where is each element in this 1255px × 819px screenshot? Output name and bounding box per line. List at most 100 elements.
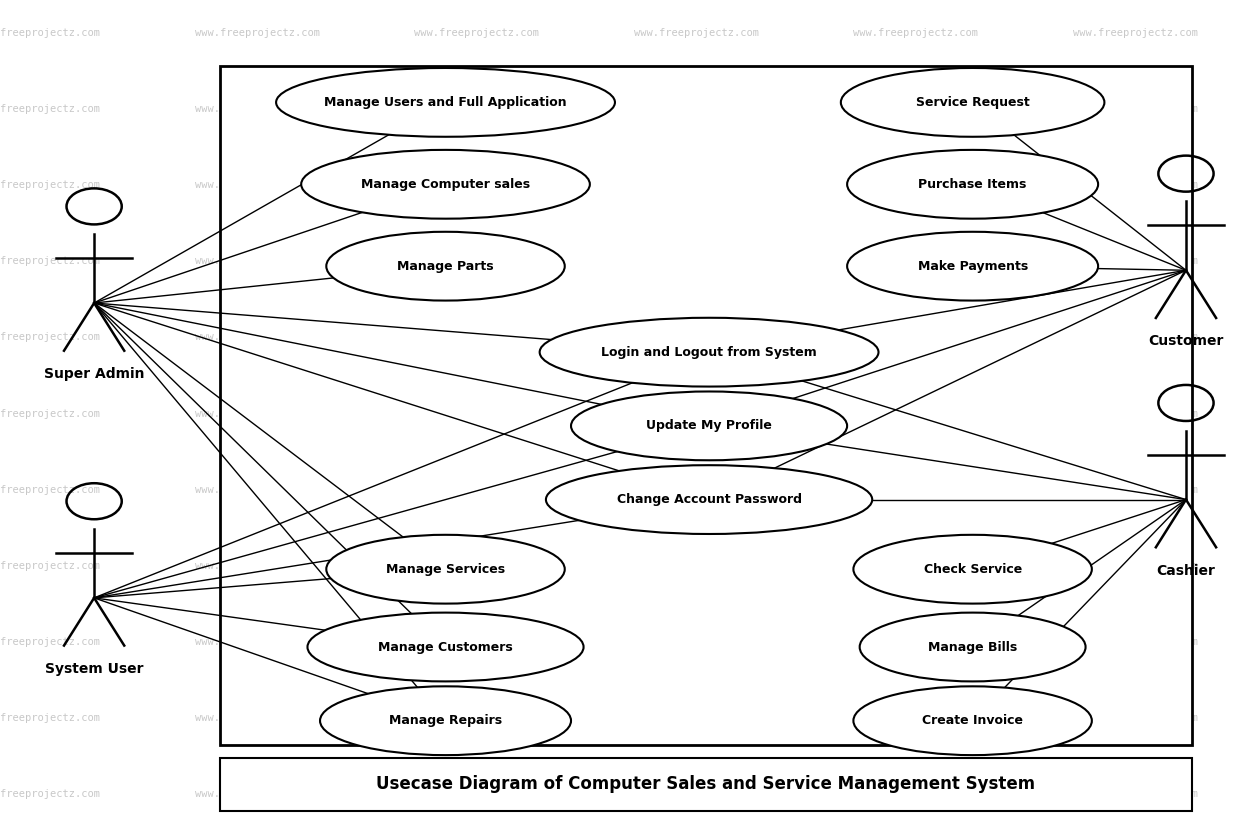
Text: Service Request: Service Request xyxy=(916,96,1029,109)
Text: www.freeprojectz.com: www.freeprojectz.com xyxy=(414,333,540,342)
Text: www.freeprojectz.com: www.freeprojectz.com xyxy=(853,180,979,190)
Text: www.freeprojectz.com: www.freeprojectz.com xyxy=(634,28,759,38)
Ellipse shape xyxy=(301,150,590,219)
Text: www.freeprojectz.com: www.freeprojectz.com xyxy=(195,790,320,799)
Ellipse shape xyxy=(571,391,847,460)
Text: www.freeprojectz.com: www.freeprojectz.com xyxy=(0,713,100,723)
Text: www.freeprojectz.com: www.freeprojectz.com xyxy=(853,28,979,38)
Ellipse shape xyxy=(307,613,584,681)
Text: www.freeprojectz.com: www.freeprojectz.com xyxy=(853,790,979,799)
Text: www.freeprojectz.com: www.freeprojectz.com xyxy=(634,409,759,419)
Text: www.freeprojectz.com: www.freeprojectz.com xyxy=(1073,637,1199,647)
Text: www.freeprojectz.com: www.freeprojectz.com xyxy=(0,333,100,342)
Text: www.freeprojectz.com: www.freeprojectz.com xyxy=(634,790,759,799)
Text: www.freeprojectz.com: www.freeprojectz.com xyxy=(634,485,759,495)
Text: Customer: Customer xyxy=(1148,334,1224,348)
Text: www.freeprojectz.com: www.freeprojectz.com xyxy=(195,409,320,419)
Text: www.freeprojectz.com: www.freeprojectz.com xyxy=(634,713,759,723)
Text: www.freeprojectz.com: www.freeprojectz.com xyxy=(1073,561,1199,571)
Text: www.freeprojectz.com: www.freeprojectz.com xyxy=(0,485,100,495)
Text: Login and Logout from System: Login and Logout from System xyxy=(601,346,817,359)
Text: www.freeprojectz.com: www.freeprojectz.com xyxy=(414,28,540,38)
Text: www.freeprojectz.com: www.freeprojectz.com xyxy=(1073,409,1199,419)
Ellipse shape xyxy=(540,318,878,387)
Ellipse shape xyxy=(276,68,615,137)
Text: www.freeprojectz.com: www.freeprojectz.com xyxy=(195,333,320,342)
Text: Manage Bills: Manage Bills xyxy=(927,640,1018,654)
Text: www.freeprojectz.com: www.freeprojectz.com xyxy=(195,713,320,723)
Ellipse shape xyxy=(853,686,1092,755)
Text: www.freeprojectz.com: www.freeprojectz.com xyxy=(634,256,759,266)
Text: Super Admin: Super Admin xyxy=(44,367,144,381)
Ellipse shape xyxy=(326,232,565,301)
Text: Manage Users and Full Application: Manage Users and Full Application xyxy=(324,96,567,109)
Text: Manage Repairs: Manage Repairs xyxy=(389,714,502,727)
Text: www.freeprojectz.com: www.freeprojectz.com xyxy=(634,180,759,190)
Text: www.freeprojectz.com: www.freeprojectz.com xyxy=(1073,790,1199,799)
Text: www.freeprojectz.com: www.freeprojectz.com xyxy=(195,485,320,495)
Text: www.freeprojectz.com: www.freeprojectz.com xyxy=(853,485,979,495)
Text: www.freeprojectz.com: www.freeprojectz.com xyxy=(1073,713,1199,723)
Text: Create Invoice: Create Invoice xyxy=(922,714,1023,727)
Text: www.freeprojectz.com: www.freeprojectz.com xyxy=(1073,333,1199,342)
Text: www.freeprojectz.com: www.freeprojectz.com xyxy=(634,104,759,114)
Text: www.freeprojectz.com: www.freeprojectz.com xyxy=(0,256,100,266)
Text: www.freeprojectz.com: www.freeprojectz.com xyxy=(414,561,540,571)
Text: Purchase Items: Purchase Items xyxy=(919,178,1027,191)
Text: www.freeprojectz.com: www.freeprojectz.com xyxy=(414,713,540,723)
Text: www.freeprojectz.com: www.freeprojectz.com xyxy=(414,790,540,799)
Text: Check Service: Check Service xyxy=(924,563,1022,576)
Text: Manage Computer sales: Manage Computer sales xyxy=(361,178,530,191)
Text: www.freeprojectz.com: www.freeprojectz.com xyxy=(853,409,979,419)
Text: Manage Customers: Manage Customers xyxy=(378,640,513,654)
Text: Make Payments: Make Payments xyxy=(917,260,1028,273)
Ellipse shape xyxy=(847,150,1098,219)
Text: www.freeprojectz.com: www.freeprojectz.com xyxy=(853,104,979,114)
Ellipse shape xyxy=(841,68,1104,137)
Text: www.freeprojectz.com: www.freeprojectz.com xyxy=(0,104,100,114)
Text: www.freeprojectz.com: www.freeprojectz.com xyxy=(0,409,100,419)
Text: www.freeprojectz.com: www.freeprojectz.com xyxy=(195,561,320,571)
Text: Manage Services: Manage Services xyxy=(387,563,505,576)
Text: www.freeprojectz.com: www.freeprojectz.com xyxy=(1073,485,1199,495)
Text: www.freeprojectz.com: www.freeprojectz.com xyxy=(414,180,540,190)
Ellipse shape xyxy=(853,535,1092,604)
Bar xyxy=(220,758,1192,811)
Text: www.freeprojectz.com: www.freeprojectz.com xyxy=(1073,104,1199,114)
Ellipse shape xyxy=(860,613,1086,681)
Text: www.freeprojectz.com: www.freeprojectz.com xyxy=(853,256,979,266)
Ellipse shape xyxy=(320,686,571,755)
Text: www.freeprojectz.com: www.freeprojectz.com xyxy=(414,104,540,114)
Text: www.freeprojectz.com: www.freeprojectz.com xyxy=(853,333,979,342)
Ellipse shape xyxy=(847,232,1098,301)
Text: www.freeprojectz.com: www.freeprojectz.com xyxy=(1073,180,1199,190)
Text: www.freeprojectz.com: www.freeprojectz.com xyxy=(414,485,540,495)
Text: www.freeprojectz.com: www.freeprojectz.com xyxy=(1073,256,1199,266)
Text: www.freeprojectz.com: www.freeprojectz.com xyxy=(195,180,320,190)
Ellipse shape xyxy=(546,465,872,534)
Text: Manage Parts: Manage Parts xyxy=(398,260,493,273)
Text: Change Account Password: Change Account Password xyxy=(616,493,802,506)
Text: www.freeprojectz.com: www.freeprojectz.com xyxy=(0,561,100,571)
Text: www.freeprojectz.com: www.freeprojectz.com xyxy=(195,104,320,114)
Text: www.freeprojectz.com: www.freeprojectz.com xyxy=(853,713,979,723)
Text: www.freeprojectz.com: www.freeprojectz.com xyxy=(195,28,320,38)
Text: Usecase Diagram of Computer Sales and Service Management System: Usecase Diagram of Computer Sales and Se… xyxy=(376,776,1035,793)
Bar xyxy=(220,66,1192,745)
Ellipse shape xyxy=(326,535,565,604)
Text: www.freeprojectz.com: www.freeprojectz.com xyxy=(414,409,540,419)
Text: www.freeprojectz.com: www.freeprojectz.com xyxy=(0,180,100,190)
Text: www.freeprojectz.com: www.freeprojectz.com xyxy=(0,28,100,38)
Text: www.freeprojectz.com: www.freeprojectz.com xyxy=(414,256,540,266)
Text: www.freeprojectz.com: www.freeprojectz.com xyxy=(634,561,759,571)
Text: www.freeprojectz.com: www.freeprojectz.com xyxy=(853,561,979,571)
Text: Cashier: Cashier xyxy=(1157,563,1215,577)
Text: Update My Profile: Update My Profile xyxy=(646,419,772,432)
Text: www.freeprojectz.com: www.freeprojectz.com xyxy=(634,333,759,342)
Text: www.freeprojectz.com: www.freeprojectz.com xyxy=(414,637,540,647)
Text: www.freeprojectz.com: www.freeprojectz.com xyxy=(195,637,320,647)
Text: System User: System User xyxy=(45,662,143,676)
Text: www.freeprojectz.com: www.freeprojectz.com xyxy=(634,637,759,647)
Text: www.freeprojectz.com: www.freeprojectz.com xyxy=(1073,28,1199,38)
Text: www.freeprojectz.com: www.freeprojectz.com xyxy=(0,637,100,647)
